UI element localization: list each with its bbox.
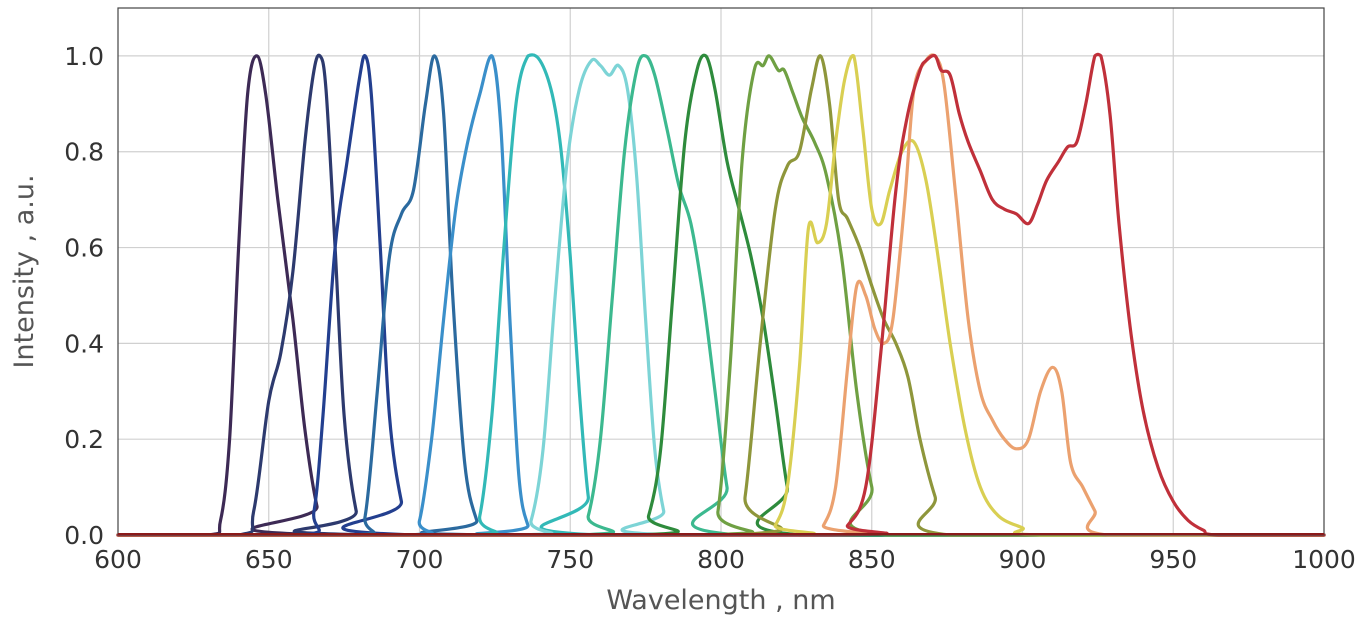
x-tick-label: 850 — [848, 545, 896, 574]
y-tick-label: 0.8 — [64, 138, 104, 167]
series-line-12 — [116, 54, 1326, 537]
x-tick-label: 750 — [546, 545, 594, 574]
series-line-8 — [116, 53, 1326, 537]
y-tick-labels: 0.0 0.2 0.4 0.6 0.8 1.0 — [64, 42, 104, 550]
x-tick-label: 900 — [999, 545, 1047, 574]
series-line-14 — [116, 52, 1326, 537]
x-tick-labels: 600 650 700 750 800 850 900 950 1000 — [94, 545, 1356, 574]
x-tick-label: 700 — [396, 545, 444, 574]
x-tick-label: 600 — [94, 545, 142, 574]
series-line-7 — [116, 57, 1326, 537]
y-tick-label: 0.4 — [64, 329, 104, 358]
x-tick-label: 800 — [697, 545, 745, 574]
x-tick-label: 650 — [245, 545, 293, 574]
y-tick-label: 0.2 — [64, 425, 104, 454]
series-line-11 — [116, 54, 1326, 537]
x-axis-label: Wavelength , nm — [606, 585, 835, 616]
y-tick-label: 0.6 — [64, 234, 104, 263]
x-tick-label: 950 — [1149, 545, 1197, 574]
y-tick-label: 1.0 — [64, 42, 104, 71]
x-tick-label: 1000 — [1292, 545, 1356, 574]
series-line-9 — [116, 53, 1326, 537]
grid-lines — [118, 8, 1324, 535]
y-axis-label: Intensity , a.u. — [9, 174, 40, 368]
y-tick-label: 0.0 — [64, 521, 104, 550]
